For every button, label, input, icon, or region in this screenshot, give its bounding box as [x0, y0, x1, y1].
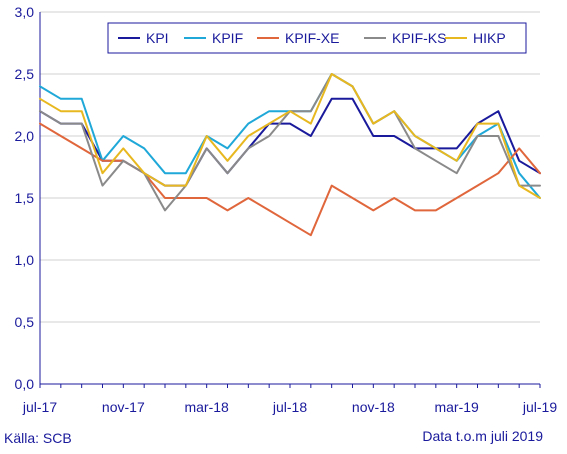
x-tick-label: nov-18	[352, 399, 395, 415]
source-note: Källa: SCB	[4, 430, 72, 446]
y-tick-label: 1,5	[15, 190, 35, 206]
legend-label-kpif-ks: KPIF-KS	[392, 30, 446, 46]
series-lines	[39, 73, 541, 237]
x-tick-label: mar-18	[184, 399, 229, 415]
x-tick-label: mar-19	[434, 399, 479, 415]
legend-label-kpif: KPIF	[212, 30, 243, 46]
y-axis-ticks: 0,0 0,5 1,0 1,5 2,0 2,5 3,0	[15, 4, 35, 392]
x-tick-label: jul-19	[522, 399, 557, 415]
y-tick-label: 2,5	[15, 66, 35, 82]
y-tick-label: 3,0	[15, 4, 35, 20]
series-line-kpif-xe	[39, 122, 541, 237]
y-tick-label: 0,5	[15, 314, 35, 330]
x-tick-label: jul-17	[22, 399, 57, 415]
series-line-kpif-ks	[39, 73, 541, 212]
legend-label-hikp: HIKP	[473, 30, 506, 46]
x-axis-ticks: jul-17 nov-17 mar-18 jul-18 nov-18 mar-19 jul-…	[22, 384, 557, 415]
legend-label-kpif-xe: KPIF-XE	[285, 30, 339, 46]
y-tick-label: 2,0	[15, 128, 35, 144]
series-line-hikp	[39, 73, 541, 199]
x-tick-label: nov-17	[102, 399, 145, 415]
grid-lines	[40, 11, 540, 323]
legend: KPI KPIF KPIF-XE KPIF-KS HIKP	[107, 22, 527, 54]
y-tick-label: 1,0	[15, 252, 35, 268]
x-tick-label: jul-18	[272, 399, 307, 415]
data-period-note: Data t.o.m juli 2019	[422, 428, 543, 444]
y-tick-label: 0,0	[15, 376, 35, 392]
legend-label-kpi: KPI	[146, 30, 169, 46]
